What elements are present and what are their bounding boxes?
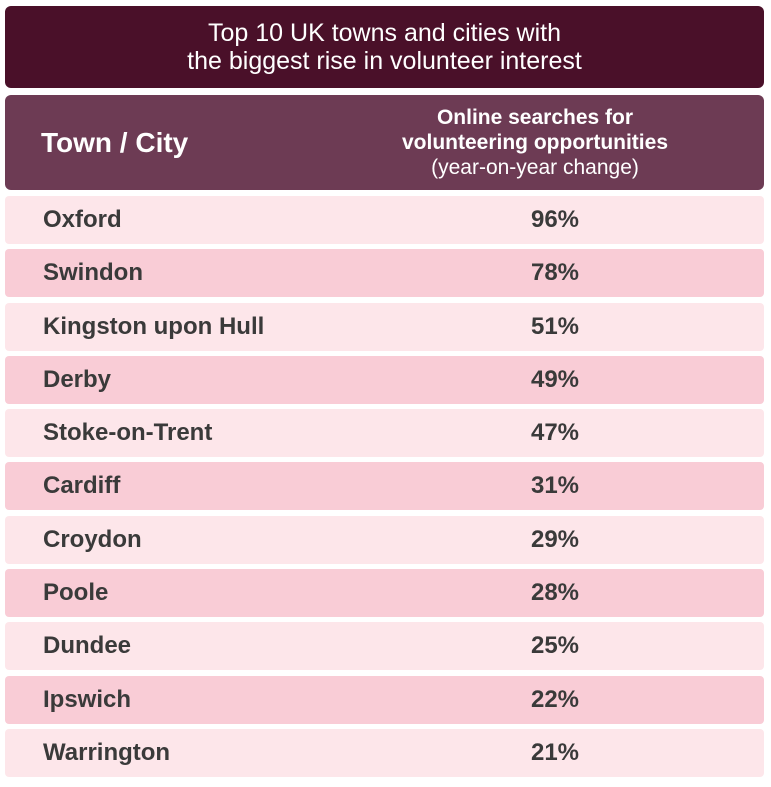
town-name: Warrington [43,738,171,766]
town-name: Swindon [43,259,143,287]
town-name: Stoke-on-Trent [43,419,213,447]
column-header-searches-line-1: Online searches for [436,106,634,129]
table-row: Dundee 25% [5,622,764,671]
search-change-value: 96% [530,206,580,233]
table-row: Cardiff 31% [5,462,764,511]
search-change-value: 47% [530,419,580,447]
town-name: Derby [43,365,112,393]
column-header-town: Town / City [41,126,189,158]
table-row: Warrington 21% [5,728,764,777]
table-row: Derby 49% [5,355,764,404]
town-name: Kingston upon Hull [43,312,265,340]
table-row: Croydon 29% [5,515,764,564]
search-change-value: 49% [530,365,580,393]
table-row: Swindon 78% [5,249,764,298]
table-row: Oxford 96% [5,196,764,244]
town-name: Oxford [43,206,122,233]
chart-title-line-2: the biggest rise in volunteer interest [187,47,582,75]
table-row: Stoke-on-Trent 47% [5,409,764,458]
chart-title-line-1: Top 10 UK towns and cities with [208,19,561,47]
search-change-value: 51% [530,312,580,340]
column-header-searches: Online searches for volunteering opportu… [365,105,705,180]
town-name: Croydon [43,525,142,553]
town-name: Ipswich [43,685,132,713]
table-row: Kingston upon Hull 51% [5,302,764,351]
search-change-value: 21% [530,738,580,766]
column-header-searches-line-2: volunteering opportunities [402,131,668,154]
town-name: Dundee [43,632,132,660]
table-body: Oxford 96% Swindon 78% Kingston upon Hull 51%… [5,196,764,782]
column-header-searches-line-3: (year-on-year change) [431,156,639,179]
town-name: Cardiff [43,472,121,500]
search-change-value: 22% [530,685,580,713]
search-change-value: 29% [530,525,580,553]
search-change-value: 28% [530,579,580,607]
search-change-value: 31% [530,472,580,500]
chart-title: Top 10 UK towns and cities with the bigg… [5,6,764,88]
table-row: Ipswich 22% [5,675,764,724]
town-name: Poole [43,579,109,607]
search-change-value: 25% [530,632,580,660]
search-change-value: 78% [530,259,580,287]
table-row: Poole 28% [5,569,764,618]
table-header: Town / City Online searches for voluntee… [5,95,764,190]
